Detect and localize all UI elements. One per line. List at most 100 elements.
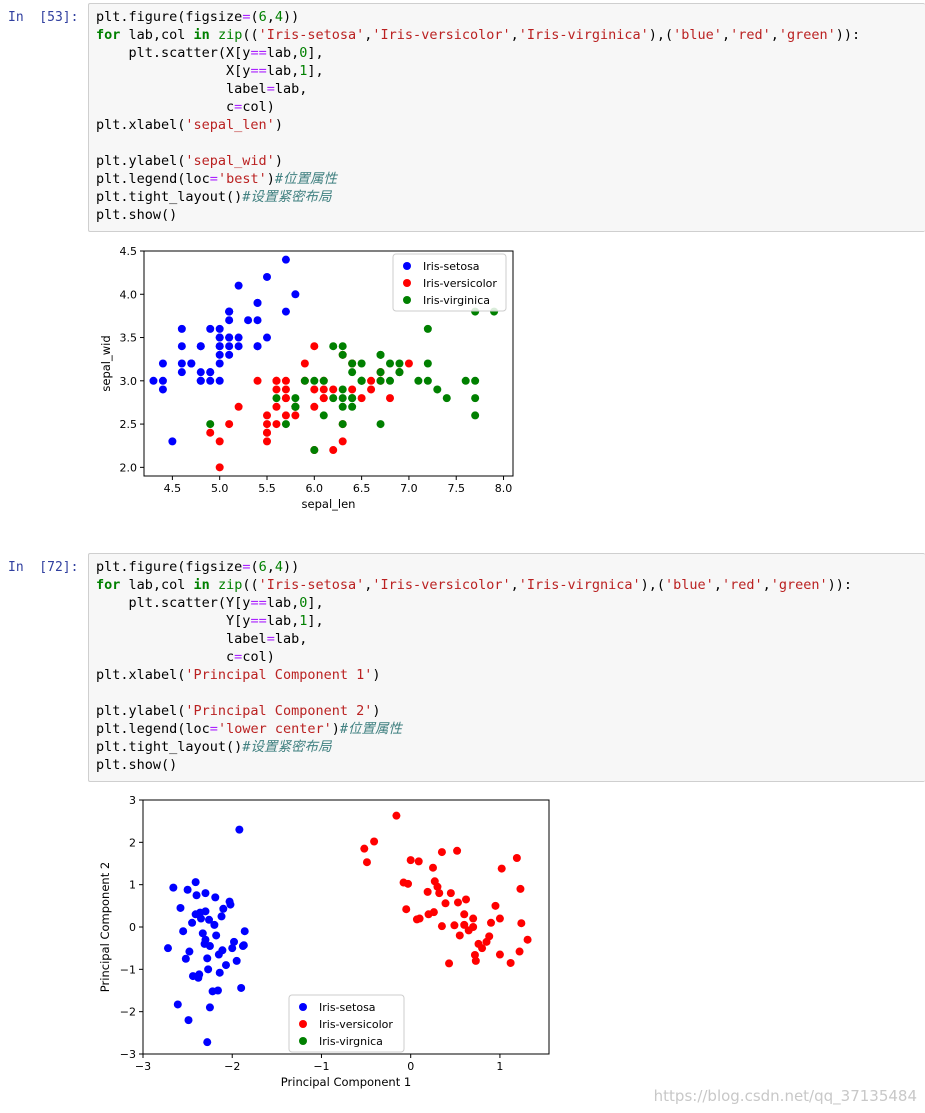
data-point [471,394,480,403]
data-point [338,385,347,394]
data-point [201,935,210,944]
code-token: , [713,577,722,593]
data-point [460,910,469,919]
data-point [281,394,290,403]
data-point [471,376,480,385]
data-point [198,929,207,938]
code-token: , [510,27,519,43]
y-tick-label: 2.5 [120,418,138,431]
x-tick-label: 6.5 [353,482,371,495]
code-token: 'red' [730,27,771,43]
legend-label: Iris-versicolor [319,1018,393,1031]
legend-label: Iris-versicolor [423,277,497,290]
data-point [412,915,421,924]
watermark: https://blog.csdn.net/qq_37135484 [653,1087,917,1105]
data-point [423,376,432,385]
code-line: label=lab, [96,80,925,98]
data-point [429,863,437,872]
data-point [281,420,290,429]
code-token: plt.legend(loc [96,171,210,187]
data-point [446,889,455,898]
data-point [215,350,224,359]
data-point [235,825,244,834]
y-tick-label: 3.0 [120,375,138,388]
data-point [234,402,243,411]
data-point [225,897,234,906]
code-token: ),( [640,577,666,593]
code-token: plt.show() [96,757,178,773]
legend-label: Iris-virginica [423,294,490,307]
x-tick-label: −2 [224,1060,240,1073]
data-point [414,376,423,385]
code-token: plt.xlabel( [96,667,186,683]
code-token: ], [307,45,324,61]
code-token: 4 [274,9,284,25]
code-token: lab, [274,81,308,97]
code-token: 1 [299,63,308,79]
code-token: lab,col [120,577,194,593]
data-point [232,956,241,965]
code-line: plt.xlabel('sepal_len') [96,116,925,134]
data-point [497,864,506,873]
code-token: (( [242,27,259,43]
code-token: ( [250,559,259,575]
data-point [213,986,222,995]
y-tick-label: 4.5 [120,245,138,258]
data-point [404,359,413,368]
x-axis-label: Principal Component 1 [281,1075,411,1089]
code-line: plt.figure(figsize=(6,4)) [96,8,925,26]
data-point [470,950,479,959]
data-point [319,376,328,385]
code-token: zip [217,27,243,43]
code-token: X[y [96,63,251,79]
data-point [300,376,309,385]
data-point [244,316,253,325]
data-point [173,1000,182,1009]
code-token: 'blue' [665,577,714,593]
data-point [206,324,215,333]
data-point [453,898,462,907]
data-point [338,350,347,359]
data-point [357,376,366,385]
data-point [424,910,433,919]
code-line [96,134,925,152]
code-line: for lab,col in zip(('Iris-setosa','Iris-… [96,576,925,594]
code-token: ( [250,9,259,25]
code-token: ) [274,153,283,169]
data-point [348,368,357,377]
data-point [437,848,446,857]
data-point [435,889,444,898]
code-token: = [209,171,218,187]
data-point [234,333,243,342]
data-point [206,420,215,429]
data-point [338,420,347,429]
data-point [203,954,212,963]
data-point [263,428,271,437]
cell-prompt: In [53]: [8,10,79,25]
code-cell-input[interactable]: plt.figure(figsize=(6,4)) for lab,col in … [88,553,925,782]
data-point [357,394,366,403]
code-line: plt.ylabel('Principal Component 2') [96,702,925,720]
code-token: in [193,27,210,43]
code-line: plt.scatter(X[y==lab,0], [96,44,925,62]
code-cell-input[interactable]: plt.figure(figsize=(6,4)) for lab,col in … [88,3,925,232]
data-point [386,376,394,385]
code-line: plt.figure(figsize=(6,4)) [96,558,925,576]
data-point [177,324,186,333]
code-token: 'green' [770,577,828,593]
data-point [163,944,172,953]
code-token: , [364,577,373,593]
legend-label: Iris-setosa [319,1001,376,1014]
cell-prompt: In [72]: [8,560,79,575]
data-point [515,947,524,956]
code-token: == [250,63,267,79]
data-point [225,316,234,325]
data-point [395,359,404,368]
code-token [210,27,218,43]
data-point [215,463,224,472]
data-point [482,937,491,946]
data-point [395,368,404,377]
code-token: 'Iris-setosa' [258,27,365,43]
data-point [291,290,300,299]
code-line: c=col) [96,648,925,666]
